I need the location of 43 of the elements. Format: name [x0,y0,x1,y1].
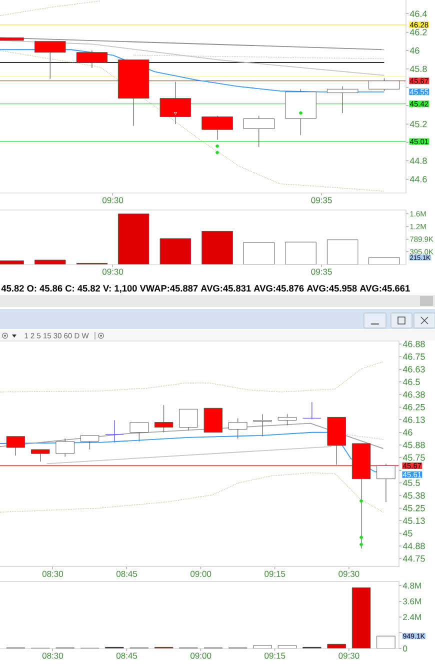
y-tick-label: 44.75 [402,555,425,562]
x-tick-label: 08:30 [42,570,64,577]
y-tick-label: 45.75 [402,454,425,461]
x-tick-label: 09:30 [338,652,360,659]
x-tick-label: 08:45 [116,652,138,659]
x-tick-label: 09:15 [264,570,286,577]
y-tick-label: 44.8 [410,158,427,164]
y-tick-label: 46.88 [402,340,425,348]
y-tick-label: 46.38 [402,391,425,398]
x-tick-label: 09:00 [190,652,212,659]
x-tick-label: 09:30 [102,197,124,204]
y-tick-label: 46 [402,429,412,436]
x-tick-label: 09:30 [338,570,360,577]
y-tick-label: 45.38 [402,492,425,499]
y-tick-label: 46.13 [402,416,425,423]
y-tick-label: 45.13 [402,518,425,524]
x-tick-label: 08:30 [42,652,64,659]
y-tick-label: 45.5 [402,480,420,486]
y-tick-label: 45 [402,530,412,537]
y-tick-label: 44.88 [402,542,425,550]
y-tick-label: 3.6M [403,598,421,604]
y-tick-label: 46.5 [402,378,420,386]
y-tick-label: 0 [403,645,408,652]
x-tick-label: 09:15 [264,652,286,659]
y-tick-label: 45.25 [402,504,425,512]
x-tick-label: 09:35 [311,197,332,204]
y-tick-label: 46 [410,47,420,54]
y-tick-label: 44.6 [410,176,427,182]
y-tick-label: 2.4M [403,614,421,620]
y-tick-label: 4.8M [402,582,421,589]
y-tick-label: 46.4 [410,10,427,17]
y-tick-label: 46.2 [410,28,427,36]
y-tick-label: 46.63 [402,366,425,372]
y-tick-label: 46.75 [402,353,425,360]
text: 45.82 O: 45.86 C: 45.82 V: 1,100 VWAP:45.887 AVG:45.831 AVG:45.876 AVG:45.958 AVG:45.661 [1,285,410,293]
x-tick-label: 08:45 [116,570,138,577]
y-tick-label: 45.2 [410,120,427,128]
y-tick-label: 45.88 [402,442,425,448]
x-tick-label: 09:30 [102,268,124,275]
y-tick-label: 45.8 [410,66,427,72]
x-tick-label: 09:00 [190,570,212,577]
x-tick-label: 09:35 [311,268,332,275]
y-tick-label: 46.25 [402,404,425,410]
